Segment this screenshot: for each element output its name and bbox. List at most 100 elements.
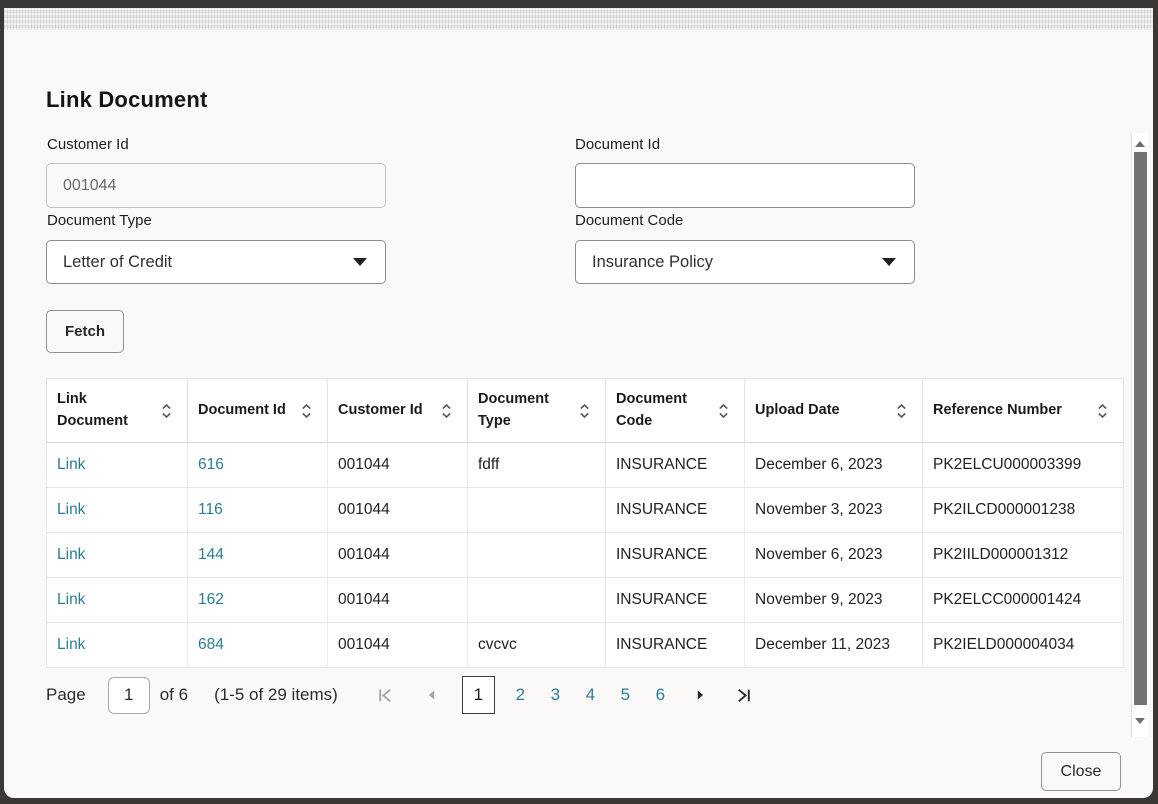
upload-date-cell: December 6, 2023: [744, 443, 922, 487]
customer-id-cell: 001044: [327, 578, 467, 622]
sort-icon: [897, 403, 906, 418]
customer-id-cell: 001044: [327, 443, 467, 487]
chevron-down-icon: [882, 258, 896, 266]
column-header-document-code[interactable]: Document Code: [605, 379, 744, 442]
sort-icon: [719, 403, 728, 418]
page-link-2[interactable]: 2: [515, 685, 526, 704]
document-id-link[interactable]: 616: [187, 443, 327, 487]
scroll-up-icon[interactable]: [1135, 141, 1145, 147]
close-button[interactable]: Close: [1041, 752, 1121, 791]
sort-icon: [1098, 403, 1107, 418]
document-id-link[interactable]: 684: [187, 623, 327, 667]
sort-icon: [442, 403, 451, 418]
table-body: Link 616 001044 fdff INSURANCE December 6, 20…: [46, 443, 1124, 668]
page-link-5[interactable]: 5: [620, 685, 631, 704]
document-type-cell: [467, 578, 605, 622]
document-id-input[interactable]: [575, 163, 915, 208]
link-action-link[interactable]: Link: [46, 443, 187, 487]
column-header-upload-date[interactable]: Upload Date: [744, 379, 922, 442]
document-id-link[interactable]: 144: [187, 533, 327, 577]
sort-icon: [302, 403, 311, 418]
column-header-reference-number[interactable]: Reference Number: [922, 379, 1124, 442]
scroll-down-icon[interactable]: [1135, 718, 1145, 724]
fetch-button[interactable]: Fetch: [46, 310, 124, 353]
upload-date-cell: December 11, 2023: [744, 623, 922, 667]
column-header-document-id[interactable]: Document Id: [187, 379, 327, 442]
table-row: Link 684 001044 cvcvc INSURANCE December 11, …: [46, 623, 1124, 668]
link-action-link[interactable]: Link: [46, 623, 187, 667]
pagination-nav: 1 2 3 4 5 6: [374, 676, 756, 714]
reference-number-cell: PK2IILD000001312: [922, 533, 1124, 577]
document-type-value: Letter of Credit: [63, 252, 173, 271]
page-link-4[interactable]: 4: [585, 685, 596, 704]
table-row: Link 116 001044 INSURANCE November 3, 2023 PK…: [46, 488, 1124, 533]
link-action-link[interactable]: Link: [46, 488, 187, 532]
document-code-select[interactable]: Insurance Policy: [575, 240, 915, 284]
table-header: Link Document Document Id Customer Id Docum…: [46, 379, 1124, 443]
first-page-icon[interactable]: [374, 683, 398, 707]
document-code-cell: INSURANCE: [605, 623, 744, 667]
document-code-cell: INSURANCE: [605, 488, 744, 532]
link-action-link[interactable]: Link: [46, 533, 187, 577]
reference-number-cell: PK2ILCD000001238: [922, 488, 1124, 532]
document-id-label: Document Id: [575, 136, 661, 153]
sort-icon: [580, 403, 589, 418]
chevron-down-icon: [353, 258, 367, 266]
column-header-link-document[interactable]: Link Document: [46, 379, 187, 442]
page-label: Page: [46, 685, 86, 704]
page-link-3[interactable]: 3: [550, 685, 561, 704]
document-code-cell: INSURANCE: [605, 533, 744, 577]
document-type-label: Document Type: [47, 212, 152, 229]
column-header-customer-id[interactable]: Customer Id: [327, 379, 467, 442]
last-page-icon[interactable]: [732, 683, 756, 707]
table-row: Link 616 001044 fdff INSURANCE December 6, 20…: [46, 443, 1124, 488]
document-code-cell: INSURANCE: [605, 578, 744, 622]
table-row: Link 162 001044 INSURANCE November 9, 2023 PK…: [46, 578, 1124, 623]
link-action-link[interactable]: Link: [46, 578, 187, 622]
vertical-scrollbar[interactable]: [1131, 133, 1148, 737]
current-page-indicator[interactable]: 1: [461, 676, 495, 714]
table-row: Link 144 001044 INSURANCE November 6, 2023 PK…: [46, 533, 1124, 578]
pagination-bar: Page of 6 (1-5 of 29 items) 1 2 3 4 5 6: [46, 675, 756, 715]
page-number-input[interactable]: [107, 676, 150, 714]
upload-date-cell: November 3, 2023: [744, 488, 922, 532]
upload-date-cell: November 6, 2023: [744, 533, 922, 577]
document-id-link[interactable]: 162: [187, 578, 327, 622]
document-type-cell: [467, 488, 605, 532]
items-summary: (1-5 of 29 items): [214, 685, 338, 704]
column-header-label: Reference Number: [933, 401, 1062, 418]
customer-id-cell: 001044: [327, 533, 467, 577]
documents-table: Link Document Document Id Customer Id Docum…: [46, 378, 1124, 668]
dimmed-page-background: [4, 8, 1153, 30]
page-link-6[interactable]: 6: [655, 685, 666, 704]
document-code-cell: INSURANCE: [605, 443, 744, 487]
column-header-label: Link Document: [57, 391, 128, 429]
reference-number-cell: PK2IELD000004034: [922, 623, 1124, 667]
document-type-cell: cvcvc: [467, 623, 605, 667]
scrollbar-thumb[interactable]: [1134, 152, 1147, 705]
column-header-label: Upload Date: [755, 401, 840, 418]
link-document-modal: Link Document Customer Id Document Id Do…: [4, 30, 1153, 798]
document-type-select[interactable]: Letter of Credit: [46, 240, 386, 284]
document-type-cell: [467, 533, 605, 577]
column-header-document-type[interactable]: Document Type: [467, 379, 605, 442]
column-header-label: Document Id: [198, 401, 286, 418]
document-id-link[interactable]: 116: [187, 488, 327, 532]
next-page-icon[interactable]: [688, 683, 712, 707]
customer-id-cell: 001044: [327, 623, 467, 667]
document-code-label: Document Code: [575, 212, 684, 229]
previous-page-icon[interactable]: [420, 683, 444, 707]
customer-id-input[interactable]: [46, 163, 386, 208]
column-header-label: Document Code: [616, 391, 687, 429]
customer-id-label: Customer Id: [47, 136, 129, 153]
reference-number-cell: PK2ELCC000001424: [922, 578, 1124, 622]
document-type-cell: fdff: [467, 443, 605, 487]
page-links: 2 3 4 5 6: [495, 685, 670, 705]
column-header-label: Customer Id: [338, 401, 423, 418]
page-of-label: of 6: [159, 685, 189, 704]
reference-number-cell: PK2ELCU000003399: [922, 443, 1124, 487]
document-code-value: Insurance Policy: [592, 252, 714, 271]
customer-id-cell: 001044: [327, 488, 467, 532]
column-header-label: Document Type: [478, 391, 549, 429]
